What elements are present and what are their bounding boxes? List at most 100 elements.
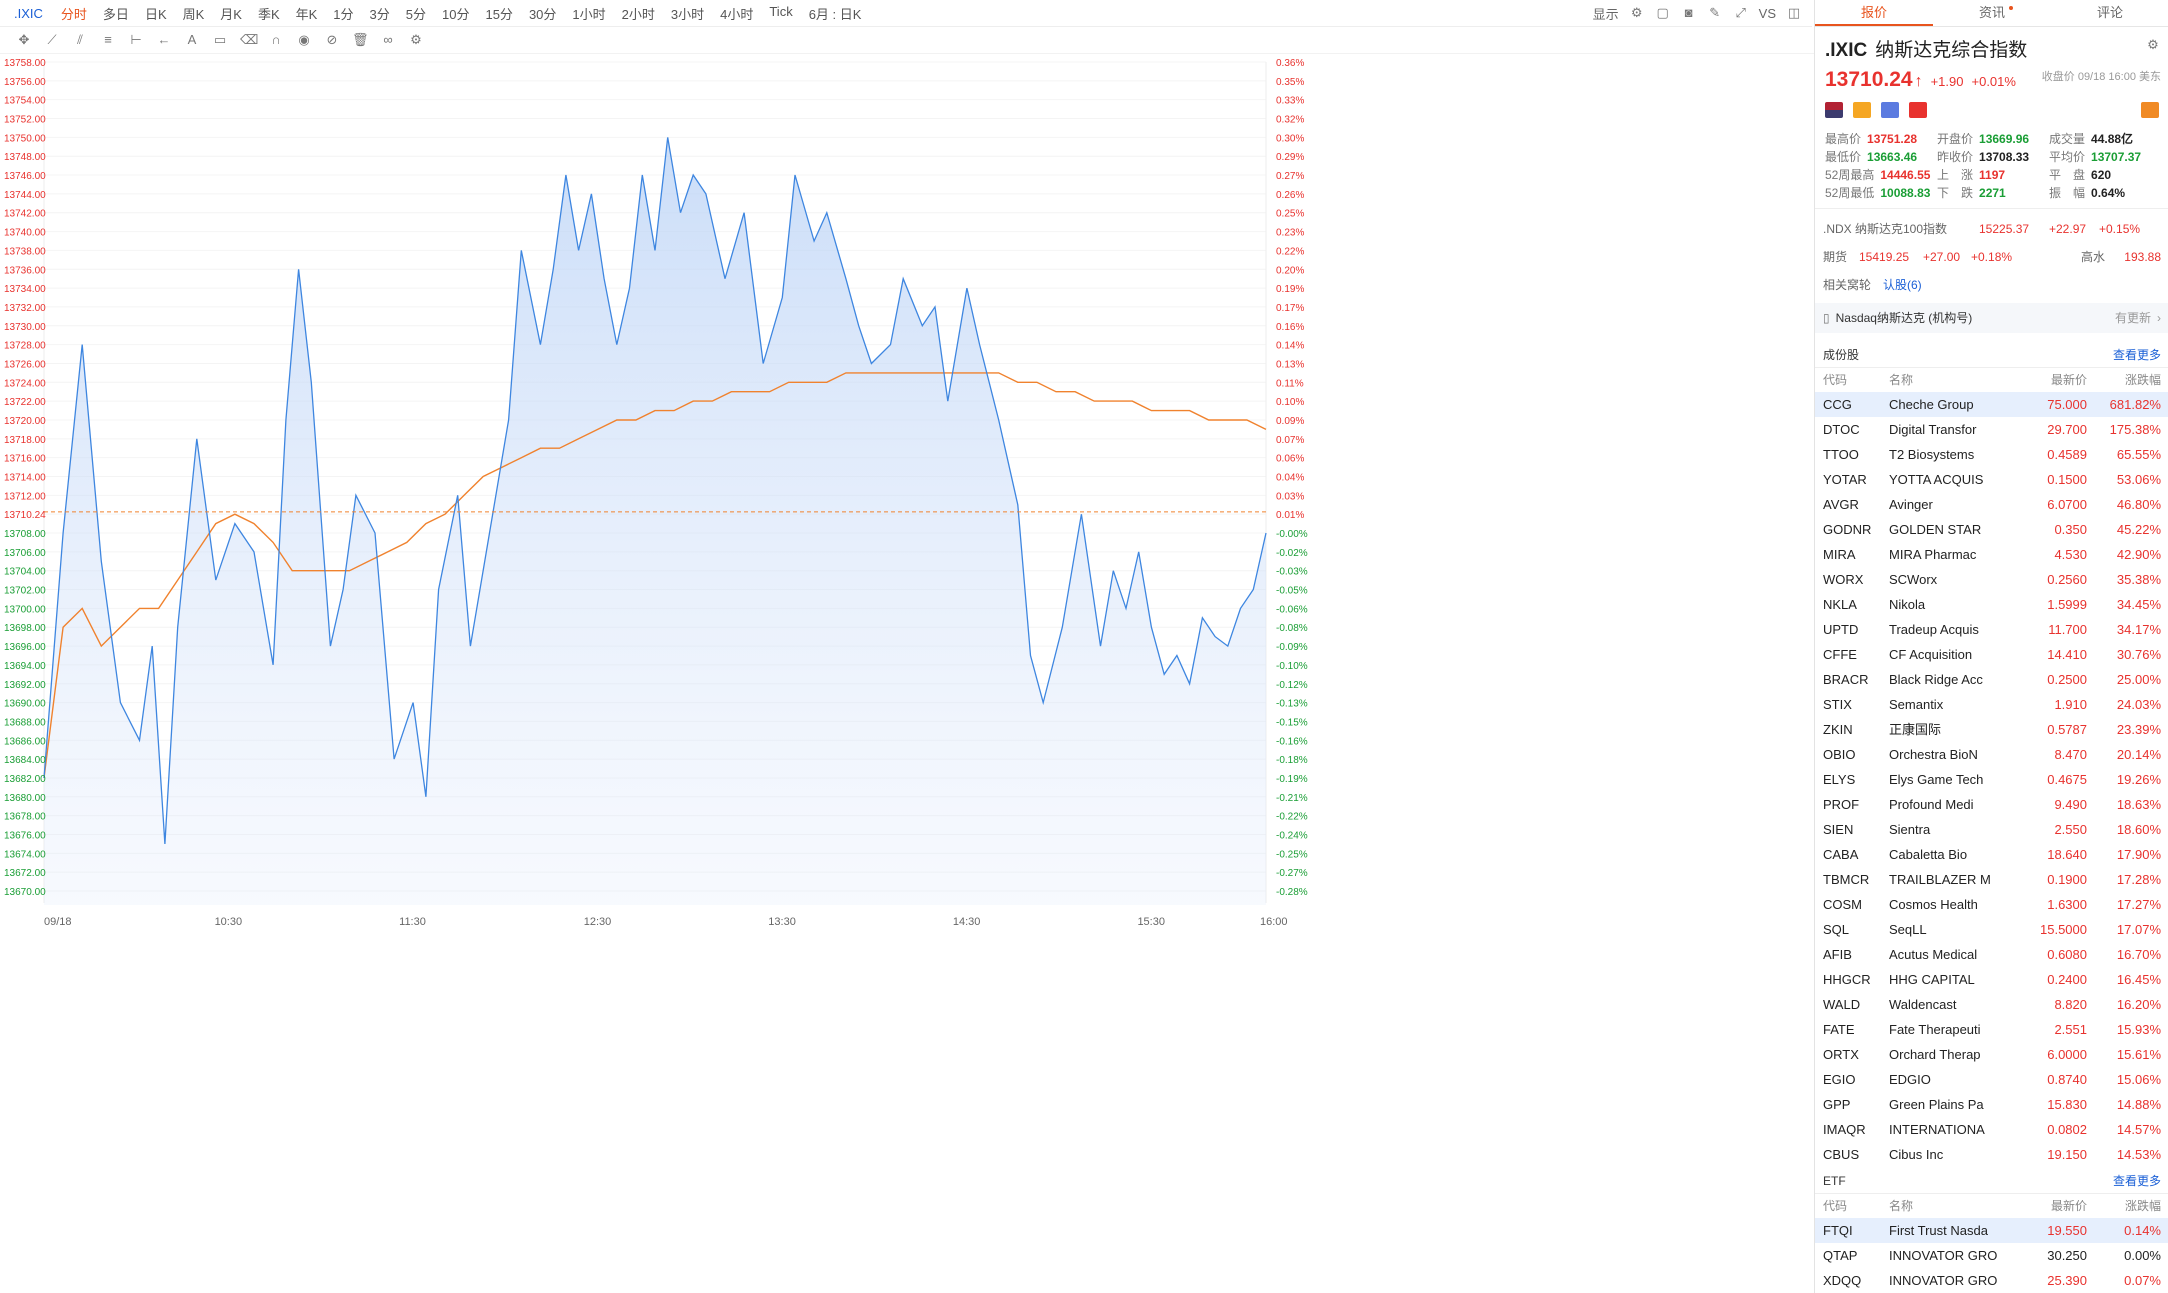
constituent-row[interactable]: HHGCR HHG CAPITAL 0.2400 16.45% bbox=[1815, 967, 2168, 992]
left-axis: 13758.00 13756.00 13754.00 13752.00 13750.00… bbox=[4, 58, 46, 898]
eraser-icon[interactable]: ⌫ bbox=[240, 32, 259, 47]
timeframe-8[interactable]: 3分 bbox=[369, 6, 390, 22]
constituent-row[interactable]: YOTAR YOTTA ACQUIS 0.1500 53.06% bbox=[1815, 467, 2168, 492]
timeframe-16[interactable]: 4小时 bbox=[720, 6, 754, 22]
settings-icon[interactable]: ⚙ bbox=[2147, 37, 2159, 52]
measure-icon[interactable]: ⊢ bbox=[130, 32, 142, 47]
constituent-row[interactable]: NKLA Nikola 1.5999 34.45% bbox=[1815, 592, 2168, 617]
layout-icon[interactable]: ▢ bbox=[1656, 5, 1669, 20]
constituent-row[interactable]: FATE Fate Therapeuti 2.551 15.93% bbox=[1815, 1017, 2168, 1042]
comment-icon[interactable]: ▭ bbox=[213, 32, 227, 47]
fib-icon[interactable]: ≡ bbox=[104, 32, 112, 47]
constituent-row[interactable]: ZKIN 正康国际 0.5787 23.39% bbox=[1815, 717, 2168, 742]
constituent-row[interactable]: GPP Green Plains Pa 15.830 14.88% bbox=[1815, 1092, 2168, 1117]
channel-icon[interactable]: ⫽ bbox=[77, 32, 83, 47]
gear-small-icon[interactable]: ⚙ bbox=[410, 32, 422, 47]
trendline-icon[interactable]: ⟋ bbox=[47, 32, 57, 47]
timeframe-14[interactable]: 2小时 bbox=[621, 6, 655, 22]
constituent-row[interactable]: EGIO EDGIO 0.8740 15.06% bbox=[1815, 1067, 2168, 1092]
ndx-row[interactable]: .NDX 纳斯达克100指数 15225.37 +22.97 +0.15% bbox=[1823, 222, 2141, 236]
futures-row[interactable]: 期货 15419.25 +27.00 +0.18% 高水 193.88 bbox=[1823, 250, 2161, 264]
row-change: 20.14% bbox=[2116, 747, 2161, 762]
eye-icon[interactable]: ◉ bbox=[298, 32, 310, 47]
timeframe-4[interactable]: 月K bbox=[220, 6, 242, 22]
constituent-row[interactable]: SQL SeqLL 15.5000 17.07% bbox=[1815, 917, 2168, 942]
intraday-chart[interactable]: 13758.00 13756.00 13754.00 13752.00 13750.00… bbox=[0, 54, 1812, 1293]
arrow-icon[interactable]: ← bbox=[157, 32, 171, 47]
constituent-row[interactable]: AFIB Acutus Medical 0.6080 16.70% bbox=[1815, 942, 2168, 967]
constituent-row[interactable]: OBIO Orchestra BioN 8.470 20.14% bbox=[1815, 742, 2168, 767]
warrants-link[interactable]: 认股(6) bbox=[1883, 278, 1922, 292]
constituent-row[interactable]: WORX SCWorx 0.2560 35.38% bbox=[1815, 567, 2168, 592]
constituent-row[interactable]: GODNR GOLDEN STAR 0.350 45.22% bbox=[1815, 517, 2168, 542]
constituent-row[interactable]: BRACR Black Ridge Acc 0.2500 25.00% bbox=[1815, 667, 2168, 692]
news-row[interactable]: ▯ Nasdaq纳斯达克 (机构号) 有更新 › bbox=[1815, 303, 2168, 333]
etf-row[interactable]: FTQI First Trust Nasda 19.550 0.14% bbox=[1815, 1218, 2168, 1243]
timeframe-0[interactable]: 分时 bbox=[60, 6, 87, 22]
timeframe-18[interactable]: 6月 : 日K bbox=[808, 6, 862, 22]
y-right-tick: 0.29% bbox=[1276, 152, 1304, 163]
constituent-row[interactable]: AVGR Avinger 6.0700 46.80% bbox=[1815, 492, 2168, 517]
y-left-tick: 13716.00 bbox=[4, 454, 46, 465]
constituent-row[interactable]: TTOO T2 Biosystems 0.4589 65.55% bbox=[1815, 442, 2168, 467]
y-left-tick: 13702.00 bbox=[4, 586, 46, 597]
crosshair-icon[interactable]: ✥ bbox=[18, 32, 30, 47]
text-icon[interactable]: A bbox=[187, 32, 197, 47]
constituent-row[interactable]: DTOC Digital Transfor 29.700 175.38% bbox=[1815, 417, 2168, 442]
tab-quote[interactable]: 报价 bbox=[1815, 0, 1933, 26]
camera-icon[interactable]: ◙ bbox=[1684, 5, 1693, 20]
lock-icon[interactable]: ⊘ bbox=[326, 32, 338, 47]
tab-comments[interactable]: 评论 bbox=[2096, 5, 2123, 20]
timeframe-15[interactable]: 3小时 bbox=[670, 6, 705, 22]
timeframe-13[interactable]: 1小时 bbox=[572, 6, 606, 22]
fullscreen-icon[interactable]: ⤢ bbox=[1735, 5, 1746, 20]
constituent-row[interactable]: CBUS Cibus Inc 19.150 14.53% bbox=[1815, 1142, 2168, 1167]
y-right-tick: 0.33% bbox=[1276, 96, 1304, 107]
row-price: 0.4589 bbox=[2047, 447, 2087, 462]
constituents-more-link[interactable]: 查看更多 bbox=[2112, 348, 2161, 362]
timeframe-9[interactable]: 5分 bbox=[405, 6, 426, 22]
panel-toggle-icon[interactable]: ◫ bbox=[1787, 5, 1801, 20]
timeframe-3[interactable]: 周K bbox=[182, 6, 205, 22]
constituent-row[interactable]: IMAQR INTERNATIONA 0.0802 14.57% bbox=[1815, 1117, 2168, 1142]
timeframe-2[interactable]: 日K bbox=[144, 6, 167, 22]
link-icon[interactable]: ∞ bbox=[383, 32, 393, 47]
constituent-row[interactable]: WALD Waldencast 8.820 16.20% bbox=[1815, 992, 2168, 1017]
timeframe-10[interactable]: 10分 bbox=[442, 6, 470, 22]
timeframe-1[interactable]: 多日 bbox=[102, 6, 129, 22]
symbol-label[interactable]: .IXIC bbox=[14, 5, 43, 21]
constituent-row[interactable]: UPTD Tradeup Acquis 11.700 34.17% bbox=[1815, 617, 2168, 642]
y-left-tick: 13758.00 bbox=[4, 58, 46, 69]
tab-news[interactable]: 资讯 bbox=[1933, 0, 2051, 26]
display-dropdown[interactable]: 显示 bbox=[1592, 6, 1619, 22]
vs-button[interactable]: VS bbox=[1758, 5, 1776, 21]
trash-icon[interactable]: 🗑 bbox=[352, 32, 369, 47]
timeframe-17[interactable]: Tick bbox=[769, 3, 793, 19]
constituent-row[interactable]: CCG Cheche Group 75.000 681.82% bbox=[1815, 392, 2168, 417]
etf-row[interactable]: QTAP INNOVATOR GRO 30.250 0.00% bbox=[1815, 1243, 2168, 1268]
timeframe-12[interactable]: 30分 bbox=[528, 6, 557, 22]
etf-more-link[interactable]: 查看更多 bbox=[2112, 1174, 2161, 1188]
constituent-row[interactable]: CABA Cabaletta Bio 18.640 17.90% bbox=[1815, 842, 2168, 867]
constituent-row[interactable]: TBMCR TRAILBLAZER M 0.1900 17.28% bbox=[1815, 867, 2168, 892]
heart-badge-icon bbox=[1909, 102, 1927, 118]
constituent-row[interactable]: COSM Cosmos Health 1.6300 17.27% bbox=[1815, 892, 2168, 917]
settings-icon[interactable]: ⚙ bbox=[1630, 5, 1643, 20]
constituent-row[interactable]: CFFE CF Acquisition 14.410 30.76% bbox=[1815, 642, 2168, 667]
y-left-tick: 13728.00 bbox=[4, 341, 46, 352]
timeframe-5[interactable]: 季K bbox=[257, 6, 280, 22]
pen-icon[interactable]: ✎ bbox=[1709, 5, 1721, 20]
timeframe-7[interactable]: 1分 bbox=[333, 6, 354, 22]
constituent-row[interactable]: PROF Profound Medi 9.490 18.63% bbox=[1815, 792, 2168, 817]
constituent-row[interactable]: ORTX Orchard Therap 6.0000 15.61% bbox=[1815, 1042, 2168, 1067]
constituent-row[interactable]: ELYS Elys Game Tech 0.4675 19.26% bbox=[1815, 767, 2168, 792]
bell-icon[interactable] bbox=[2141, 102, 2159, 118]
timeframe-11[interactable]: 15分 bbox=[485, 6, 513, 22]
constituent-row[interactable]: SIEN Sientra 2.550 18.60% bbox=[1815, 817, 2168, 842]
constituent-row[interactable]: MIRA MIRA Pharmac 4.530 42.90% bbox=[1815, 542, 2168, 567]
etf-row[interactable]: XDQQ INNOVATOR GRO 25.390 0.07% bbox=[1815, 1268, 2168, 1293]
timeframe-6[interactable]: 年K bbox=[295, 6, 318, 22]
magnet-icon[interactable]: ∩ bbox=[271, 32, 281, 47]
constituent-row[interactable]: STIX Semantix 1.910 24.03% bbox=[1815, 692, 2168, 717]
row-price: 4.530 bbox=[2054, 547, 2087, 562]
